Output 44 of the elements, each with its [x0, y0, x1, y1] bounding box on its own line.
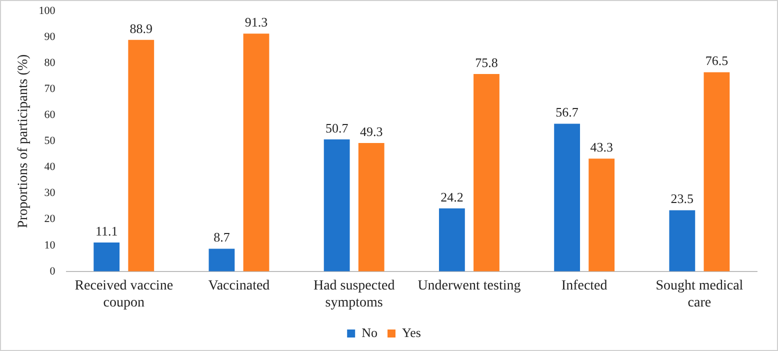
legend-label: Yes [402, 324, 421, 340]
bar [243, 34, 270, 272]
x-tick-label: Received vaccine coupon [74, 278, 174, 310]
legend-label: No [362, 324, 378, 340]
x-tick-label: Underwent testing [418, 278, 521, 294]
bar [704, 72, 730, 272]
bar [438, 208, 465, 272]
y-tick-label: 80 [44, 56, 56, 69]
x-tick-label: Vaccinated [208, 278, 270, 294]
data-label: 91.3 [244, 14, 268, 30]
y-tick-label: 0 [50, 265, 56, 278]
y-tick-label: 10 [44, 239, 56, 252]
data-label: 8.7 [214, 230, 230, 245]
y-tick-label: 50 [44, 135, 56, 148]
data-label: 75.8 [475, 54, 498, 70]
bar [208, 248, 235, 272]
y-tick-label: 40 [44, 161, 56, 174]
x-tick-label: Had suspected symptoms [313, 278, 395, 310]
bar [358, 143, 384, 272]
y-tick-label: 30 [44, 187, 56, 200]
bar [324, 139, 350, 272]
bar [669, 210, 696, 272]
y-tick-label: 70 [44, 83, 56, 96]
bar [588, 158, 615, 272]
x-tick-label: Infected [561, 278, 608, 294]
data-label: 76.5 [705, 53, 728, 68]
bar [128, 40, 154, 272]
data-label: 56.7 [556, 104, 579, 120]
y-tick-label: 90 [44, 30, 56, 43]
data-label: 43.3 [590, 140, 613, 155]
bar [554, 124, 580, 272]
bar [474, 74, 500, 272]
data-label: 88.9 [130, 20, 152, 36]
data-label: 23.5 [670, 191, 694, 206]
data-label: 49.3 [360, 124, 383, 139]
y-axis-title: Proportions of participants (%) [16, 54, 32, 228]
data-label: 50.7 [325, 120, 349, 136]
data-label: 11.1 [95, 223, 118, 238]
y-tick-label: 100 [38, 4, 56, 17]
data-label: 24.2 [440, 189, 464, 204]
x-tick-label: Sought medical care [656, 278, 744, 310]
y-tick-label: 60 [44, 109, 56, 122]
bar [94, 242, 120, 272]
y-tick-label: 20 [44, 213, 56, 226]
